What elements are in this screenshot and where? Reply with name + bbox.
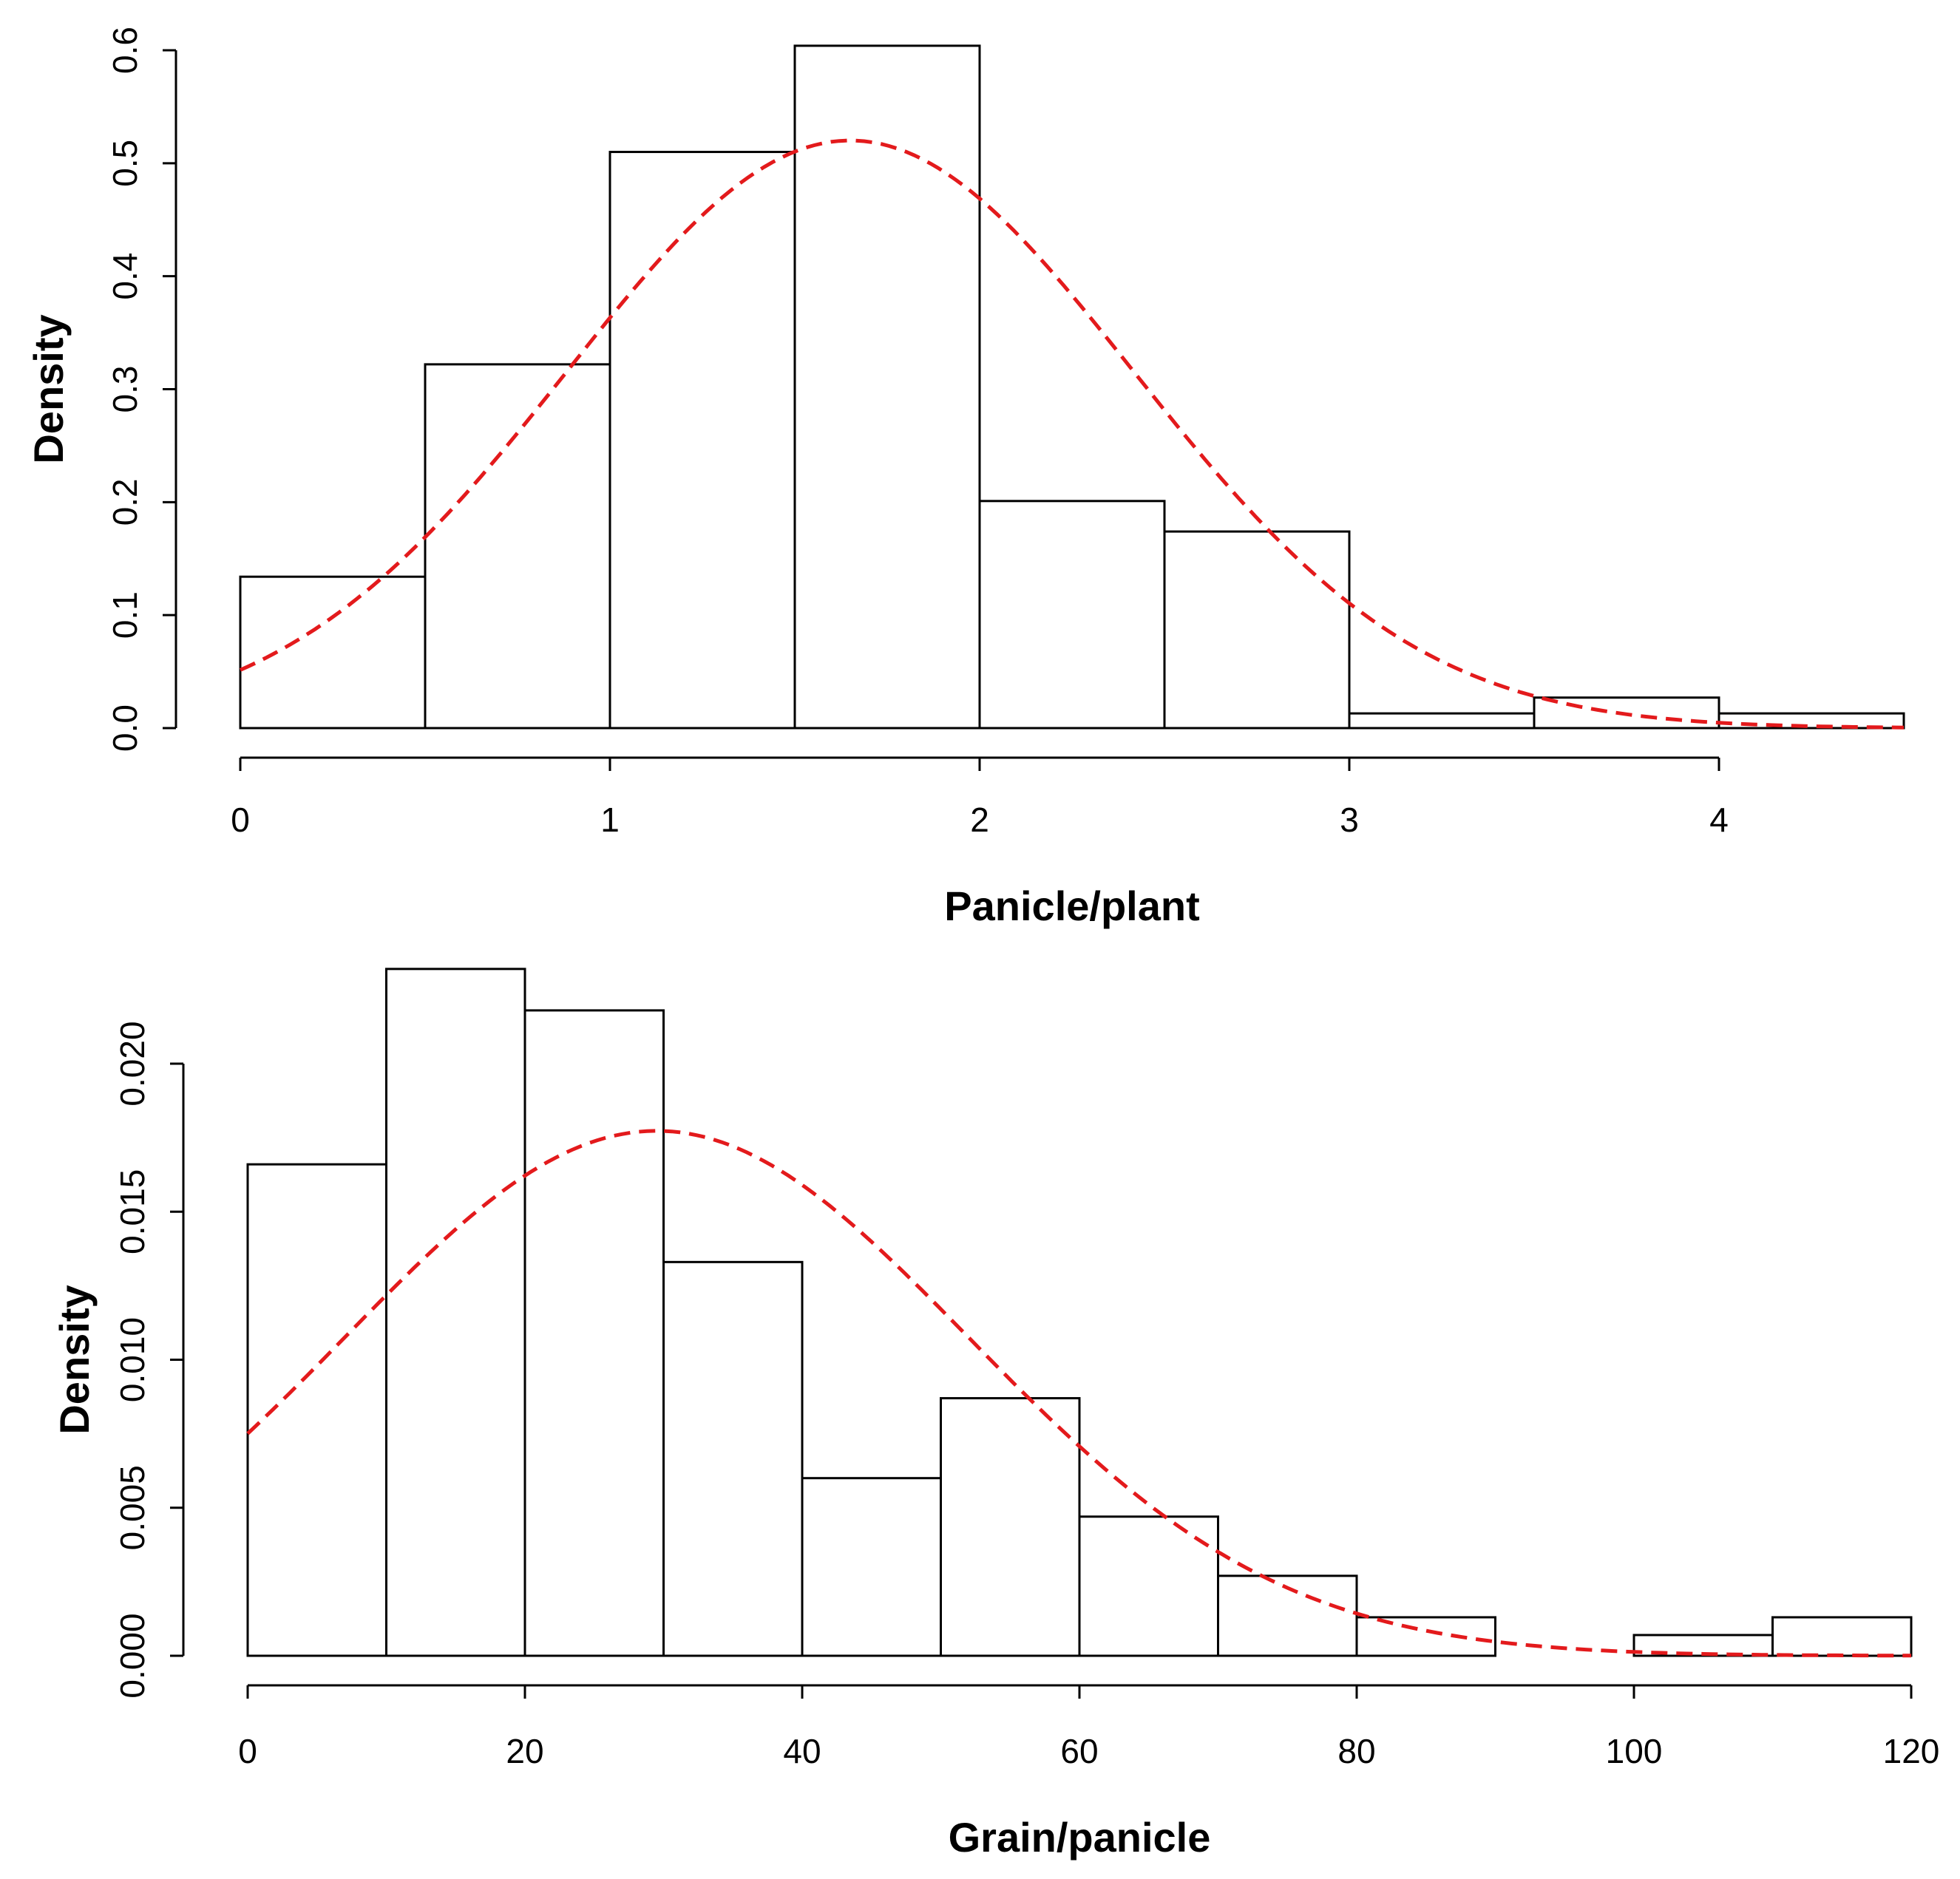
grain-bar	[801, 1477, 942, 1657]
grain-y-tick-label: 0.020	[113, 1021, 152, 1106]
grain-y-axis-title: Density	[51, 1285, 98, 1434]
panicle-y-axis: 0.0 0.1 0.2 0.3 0.4 0.5 0.6	[106, 27, 177, 752]
panicle-bar	[608, 151, 796, 730]
panicle-x-axis: 0 1 2 3 4	[231, 756, 1729, 839]
grain-bar	[1355, 1616, 1496, 1657]
grain-y-tick-label: 0.005	[113, 1465, 152, 1550]
panicle-y-axis-title: Density	[25, 314, 72, 463]
panicle-bar	[1163, 530, 1351, 730]
grain-bar	[662, 1260, 804, 1657]
panicle-x-tick-label: 2	[970, 801, 989, 839]
panicle-bar	[1348, 712, 1536, 730]
panicle-bar	[239, 575, 427, 730]
grain-x-tick-label: 120	[1883, 1732, 1940, 1770]
grain-x-axis-title: Grain/panicle	[949, 1814, 1211, 1861]
grain-bar	[1771, 1616, 1913, 1657]
grain-bar	[1078, 1515, 1219, 1657]
panicle-x-tick-label: 0	[231, 801, 250, 839]
grain-per-panicle-panel: 0.000 0.005 0.010 0.015 0.020 0 20 40 60 80 100 12…	[51, 968, 1940, 1861]
panicle-x-tick-label: 1	[600, 801, 620, 839]
panicle-y-tick-label: 0.0	[106, 704, 144, 752]
grain-x-tick-label: 0	[238, 1732, 257, 1770]
grain-y-tick-label: 0.010	[113, 1317, 152, 1402]
panicle-bar	[978, 500, 1166, 730]
panicle-y-tick-label: 0.4	[106, 253, 144, 300]
grain-bar	[385, 968, 526, 1657]
grain-x-tick-label: 40	[783, 1732, 821, 1770]
panicle-y-tick-label: 0.3	[106, 366, 144, 413]
grain-bar	[940, 1397, 1081, 1657]
panicle-normal-density-curve	[239, 138, 1905, 730]
grain-x-tick-label: 20	[506, 1732, 543, 1770]
grain-y-axis: 0.000 0.005 0.010 0.015 0.020	[113, 1021, 185, 1699]
panicle-per-plant-panel: 0.0 0.1 0.2 0.3 0.4 0.5 0.6 0 1 2 3 4 Panicle/plan…	[25, 27, 1905, 929]
grain-normal-density-curve	[246, 1129, 1911, 1658]
panicle-bar	[1533, 696, 1720, 730]
panicle-x-tick-label: 4	[1709, 801, 1729, 839]
grain-y-tick-label: 0.015	[113, 1169, 152, 1254]
panicle-y-tick-label: 0.5	[106, 140, 144, 187]
grain-bar	[523, 1009, 665, 1657]
grain-x-axis: 0 20 40 60 80 100 120	[238, 1684, 1940, 1770]
panicle-y-tick-label: 0.2	[106, 478, 144, 526]
panicle-y-tick-label: 0.6	[106, 27, 144, 74]
grain-bar	[246, 1163, 387, 1657]
grain-x-tick-label: 60	[1060, 1732, 1098, 1770]
grain-histogram-bars	[246, 968, 1913, 1657]
panicle-x-axis-title: Panicle/plant	[944, 883, 1199, 929]
panicle-bar	[793, 44, 981, 730]
panicle-x-tick-label: 3	[1340, 801, 1359, 839]
grain-y-tick-label: 0.000	[113, 1613, 152, 1698]
grain-x-tick-label: 80	[1337, 1732, 1375, 1770]
panicle-y-tick-label: 0.1	[106, 591, 144, 639]
panicle-bar	[424, 363, 611, 730]
panicle-histogram-bars	[239, 44, 1905, 730]
grain-x-tick-label: 100	[1606, 1732, 1663, 1770]
panicle-bar	[1717, 712, 1905, 730]
